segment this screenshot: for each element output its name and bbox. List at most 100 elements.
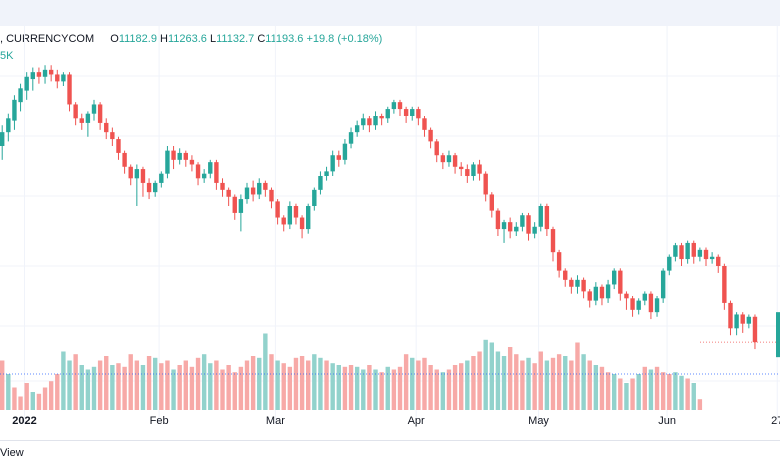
- candle: [244, 187, 250, 200]
- volume-bar: [214, 360, 219, 410]
- candle: [354, 125, 360, 133]
- volume-bar: [250, 356, 256, 410]
- price-chart[interactable]: 2022 Feb Mar Apr May Jun 27: [0, 26, 780, 440]
- candle: [648, 293, 654, 313]
- x-tick-label: Apr: [408, 415, 425, 427]
- volume-bar: [318, 357, 323, 410]
- candle: [287, 206, 293, 225]
- candle: [501, 222, 507, 230]
- volume-bar: [293, 357, 299, 410]
- candle: [232, 196, 237, 213]
- volume-bar: [238, 366, 244, 410]
- volume-bar: [55, 374, 60, 410]
- candle: [575, 279, 580, 287]
- volume-bar: [526, 357, 531, 410]
- candle: [716, 256, 721, 266]
- candle: [48, 69, 54, 75]
- candle: [593, 286, 599, 301]
- volume-bar: [257, 357, 262, 410]
- candle: [36, 72, 42, 77]
- volume-bar: [483, 339, 488, 410]
- volume-bar: [97, 360, 103, 410]
- volume-bar: [520, 360, 525, 410]
- volume-bar: [61, 351, 66, 410]
- volume-bar: [471, 356, 476, 410]
- candle: [24, 76, 29, 91]
- volume-bar: [403, 354, 409, 410]
- candle: [220, 182, 225, 190]
- volume-bar: [679, 375, 684, 410]
- candle: [422, 118, 427, 130]
- volume-bar: [165, 360, 170, 410]
- volume-bar: [18, 396, 23, 410]
- candle: [312, 189, 317, 206]
- volume-bar: [459, 363, 464, 410]
- volume-bar: [422, 357, 427, 410]
- volume-bar: [91, 366, 97, 410]
- candle: [483, 173, 488, 195]
- candle: [728, 302, 733, 329]
- candle: [734, 314, 739, 329]
- candle: [630, 298, 635, 310]
- volume-bar: [110, 365, 115, 410]
- candle: [532, 226, 537, 234]
- candle: [250, 187, 256, 195]
- candle: [293, 206, 299, 218]
- volume-bar: [299, 356, 305, 410]
- footer-view-label[interactable]: View: [0, 447, 24, 459]
- volume-bar: [177, 365, 182, 410]
- candle: [550, 229, 556, 253]
- price-scale-marker: [776, 312, 780, 358]
- volume-bar: [232, 372, 237, 410]
- candle: [685, 242, 690, 260]
- volume-bar: [507, 347, 513, 410]
- candle: [642, 293, 647, 301]
- volume-bar: [342, 366, 348, 410]
- candle: [373, 116, 378, 126]
- volume-bar: [153, 357, 158, 410]
- volume-bar: [30, 392, 35, 410]
- volume-bar: [532, 363, 537, 410]
- candle: [336, 155, 341, 160]
- candle: [722, 266, 727, 303]
- volume-bar: [587, 360, 592, 410]
- candle: [238, 199, 244, 213]
- volume-bar: [654, 366, 660, 410]
- volume-bar: [140, 365, 146, 410]
- volume-bar: [581, 354, 586, 410]
- candle: [440, 155, 446, 163]
- candle: [740, 314, 745, 324]
- candle: [269, 189, 274, 202]
- volume-bar: [287, 366, 293, 410]
- volume-bar: [244, 360, 250, 410]
- volume-bar: [104, 356, 109, 410]
- candle: [42, 69, 48, 77]
- volume-bar: [391, 369, 397, 410]
- candle: [195, 164, 201, 179]
- volume-bar: [208, 363, 213, 410]
- candle: [452, 155, 458, 167]
- candle: [171, 150, 176, 160]
- volume-bar: [269, 354, 274, 410]
- candle: [318, 176, 323, 190]
- volume-bar: [636, 374, 641, 410]
- candle: [61, 74, 66, 82]
- candle: [140, 169, 146, 183]
- volume-bar: [685, 378, 690, 410]
- candle: [324, 171, 329, 176]
- candle: [471, 164, 476, 176]
- x-tick-label: Mar: [266, 415, 285, 427]
- volume-bar: [24, 383, 29, 410]
- volume-bar: [128, 354, 133, 410]
- candle: [263, 182, 268, 190]
- ohlc-legend: , CURRENCYCOM O11182.9 H11263.6 L11132.7…: [0, 33, 382, 47]
- candle: [654, 298, 660, 313]
- candle: [91, 104, 97, 114]
- volume-bar: [452, 365, 458, 410]
- candle: [514, 226, 519, 232]
- volume-bar: [122, 366, 127, 410]
- candle: [330, 155, 335, 172]
- candle: [605, 284, 611, 299]
- candle: [6, 118, 11, 133]
- volume-bar: [385, 366, 390, 410]
